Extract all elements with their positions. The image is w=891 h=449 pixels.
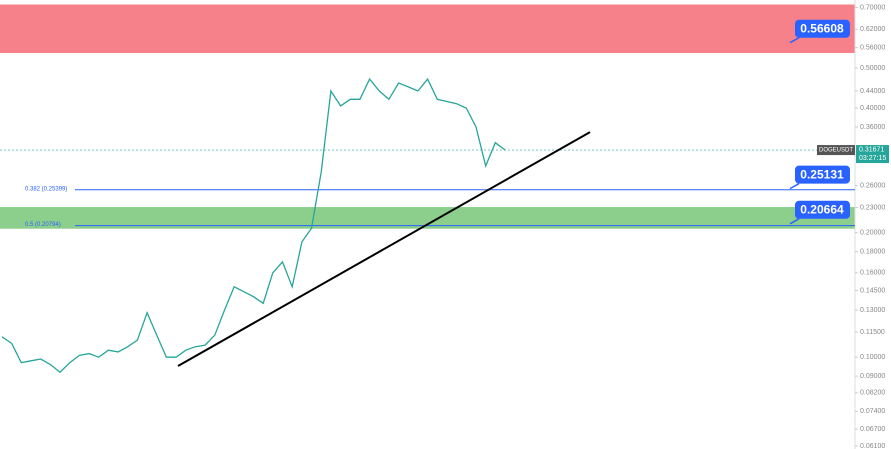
callout-label: 0.20664	[800, 202, 844, 216]
level-label: 0.382 (0.25399)	[25, 186, 67, 192]
trendline	[177, 131, 591, 367]
level-label: 0.5 (0.20794)	[25, 222, 61, 228]
y-tick-label: 0.13000	[860, 307, 885, 314]
y-tick-label: 0.36000	[860, 124, 885, 131]
symbol-box	[817, 145, 855, 156]
callout-label: 0.25131	[800, 167, 844, 181]
price-label: 0.31671	[859, 146, 884, 153]
y-tick-label: 0.07400	[860, 408, 885, 415]
callout-box	[795, 19, 850, 38]
symbol-label: DOGEUSDT	[819, 148, 853, 154]
y-tick-label: 0.50000	[860, 65, 885, 72]
y-tick-label: 0.06100	[860, 443, 885, 449]
y-tick-label: 0.09000	[860, 373, 885, 380]
y-tick-label: 0.14500	[860, 287, 885, 294]
y-tick-label: 0.70000	[860, 4, 885, 11]
callout-pointer	[789, 37, 800, 44]
y-tick-label: 0.26000	[860, 182, 885, 189]
countdown-label: 03:27:15	[859, 155, 886, 162]
y-tick-label: 0.23000	[860, 204, 885, 211]
y-tick-label: 0.18000	[860, 248, 885, 255]
y-tick-label: 0.56000	[860, 44, 885, 51]
callout-box	[795, 200, 850, 219]
callout-pointer	[789, 182, 800, 190]
y-tick-label: 0.44000	[860, 88, 885, 95]
y-tick-label: 0.40000	[860, 105, 885, 112]
y-tick-label: 0.08200	[860, 390, 885, 397]
price-box	[856, 145, 889, 164]
y-tick-label: 0.11500	[860, 329, 885, 336]
y-tick-label: 0.16000	[860, 270, 885, 277]
callout-label: 0.56608	[800, 21, 844, 35]
zone	[0, 4, 856, 54]
y-tick-label: 0.20000	[860, 229, 885, 236]
y-tick-label: 0.06700	[860, 426, 885, 433]
y-tick-label: 0.10000	[860, 354, 885, 361]
price-line-series	[1, 77, 506, 374]
y-tick-label: 0.62000	[860, 26, 885, 33]
callout-pointer	[789, 218, 800, 225]
callout-box	[795, 165, 850, 184]
